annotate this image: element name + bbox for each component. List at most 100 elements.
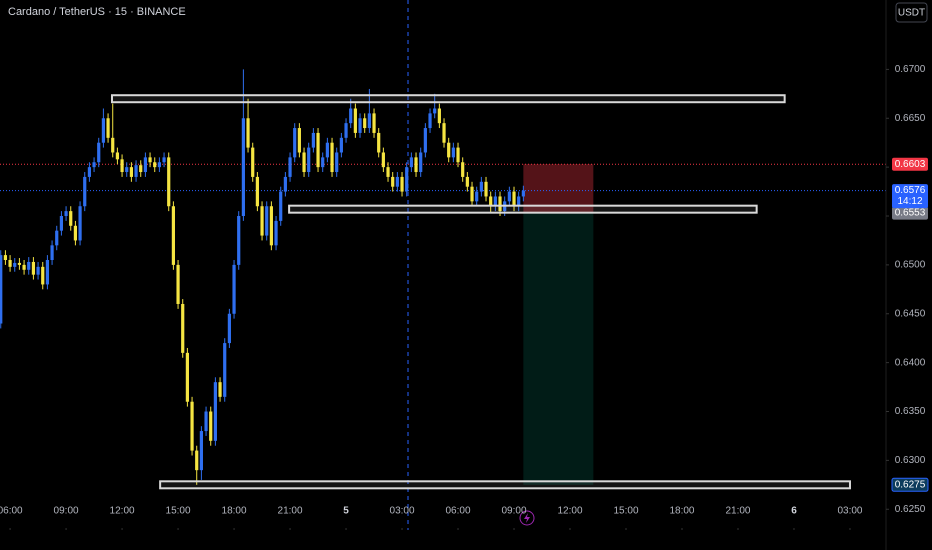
candle-body	[311, 132, 315, 148]
candle-body	[512, 191, 516, 207]
lightning-icon[interactable]	[519, 510, 535, 526]
candle-body	[251, 147, 255, 177]
candle-body	[92, 162, 96, 168]
candle-body	[0, 255, 3, 324]
x-tick-label: 15:00	[613, 506, 638, 517]
x-tick-label: 03:00	[837, 506, 862, 517]
candle-body	[223, 343, 227, 397]
candle-body	[428, 113, 432, 129]
candle-body	[269, 206, 273, 246]
candle-body	[386, 167, 390, 177]
candle-body	[17, 262, 22, 265]
candle-body	[209, 411, 213, 441]
candle-body	[36, 266, 40, 275]
candle-body	[3, 255, 8, 260]
stop-price-label-bg	[892, 157, 928, 171]
candle-body	[279, 191, 283, 221]
candle-body	[414, 157, 418, 173]
candle-body	[321, 157, 325, 168]
last-price-label-countdown: 14:12	[897, 196, 922, 207]
y-tick-label: 0.6450	[895, 308, 926, 319]
x-tick-label: 18:00	[669, 506, 694, 517]
candle-body	[148, 157, 152, 163]
x-tick-label: 6	[791, 506, 797, 517]
x-tick-label: 21:00	[725, 506, 750, 517]
chart-title: Cardano / TetherUS · 15 · BINANCE	[8, 6, 186, 18]
currency-label[interactable]: USDT	[898, 8, 925, 19]
candle-body	[120, 159, 124, 173]
candle-body	[363, 118, 367, 129]
candle-body	[190, 401, 194, 451]
candle-body	[171, 206, 175, 265]
candle-body	[162, 157, 166, 163]
candle-body	[134, 165, 138, 177]
x-tick-label: 21:00	[278, 506, 303, 517]
level-box	[288, 204, 758, 214]
y-tick-label: 0.6300	[895, 455, 926, 466]
candle-body	[69, 211, 73, 226]
x-tick-label: 15:00	[166, 506, 191, 517]
candle-body	[227, 313, 231, 344]
candle-body	[302, 152, 306, 173]
candle-body	[325, 142, 329, 158]
candle-body	[405, 167, 409, 192]
y-tick-label: 0.6400	[895, 357, 926, 368]
x-tick-label: 18:00	[222, 506, 247, 517]
y-tick-label: 0.6250	[895, 504, 926, 515]
candle-body	[297, 128, 301, 153]
candle-body	[274, 220, 278, 246]
candle-body	[489, 196, 493, 207]
candle-body	[246, 118, 250, 148]
stop-price-label: 0.6603	[895, 159, 926, 170]
y-tick-label: 0.6650	[895, 113, 926, 124]
candle-body	[372, 113, 376, 133]
x-tick-label: 06:00	[0, 506, 23, 517]
candle-body	[31, 261, 36, 275]
entry-price-label-bg	[892, 206, 928, 220]
candle-body	[8, 260, 12, 267]
candle-body	[479, 181, 483, 192]
last-price-label-bg	[892, 184, 928, 209]
candle-body	[83, 176, 87, 207]
candle-body	[316, 132, 320, 168]
x-tick-label: 06:00	[446, 506, 471, 517]
candle-body	[475, 191, 479, 202]
candle-body	[391, 176, 395, 187]
candle-body	[78, 206, 82, 241]
level-box	[110, 94, 786, 104]
level-box	[159, 480, 851, 490]
x-tick-label: 12:00	[110, 506, 135, 517]
candle-body	[129, 167, 133, 177]
candle-body	[456, 147, 460, 163]
candle-body	[367, 113, 371, 129]
candle-body	[50, 245, 54, 260]
candle-body	[41, 266, 45, 285]
candle-body	[167, 157, 171, 207]
candle-body	[260, 206, 264, 236]
candle-body	[517, 196, 521, 207]
candle-body	[423, 128, 427, 153]
target-price-label: 0.6275	[895, 479, 926, 490]
last-price-label: 0.6576	[895, 185, 926, 196]
candle-body	[484, 181, 488, 197]
candle-body	[465, 176, 469, 187]
candle-body	[232, 264, 236, 314]
candle-body	[419, 152, 423, 173]
candle-body	[358, 118, 362, 133]
x-tick-label: 03:00	[390, 506, 415, 517]
candle-body	[409, 157, 413, 168]
candle-body	[87, 167, 92, 177]
candle-body	[125, 167, 129, 173]
candle-body	[349, 108, 353, 124]
candle-body	[218, 382, 222, 397]
candle-body	[101, 118, 106, 143]
x-tick-label: 5	[343, 506, 349, 517]
y-tick-label: 0.6500	[895, 260, 926, 271]
candle-body	[461, 162, 465, 177]
candle-body	[395, 176, 399, 187]
candle-body	[185, 352, 189, 402]
currency-button[interactable]	[895, 2, 928, 23]
candle-body	[55, 230, 59, 246]
